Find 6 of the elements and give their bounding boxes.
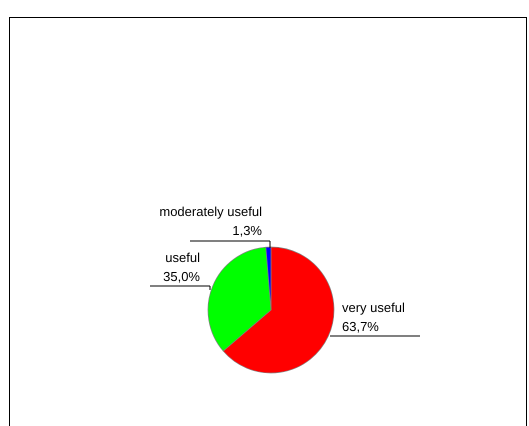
data-label: 63,7% — [342, 319, 380, 334]
slice-label: very useful — [342, 300, 405, 315]
data-label: 35,0% — [163, 269, 200, 284]
slice-label: moderately useful — [159, 204, 262, 219]
data-label: 1,3% — [232, 223, 262, 238]
slice-label: useful — [165, 250, 200, 265]
